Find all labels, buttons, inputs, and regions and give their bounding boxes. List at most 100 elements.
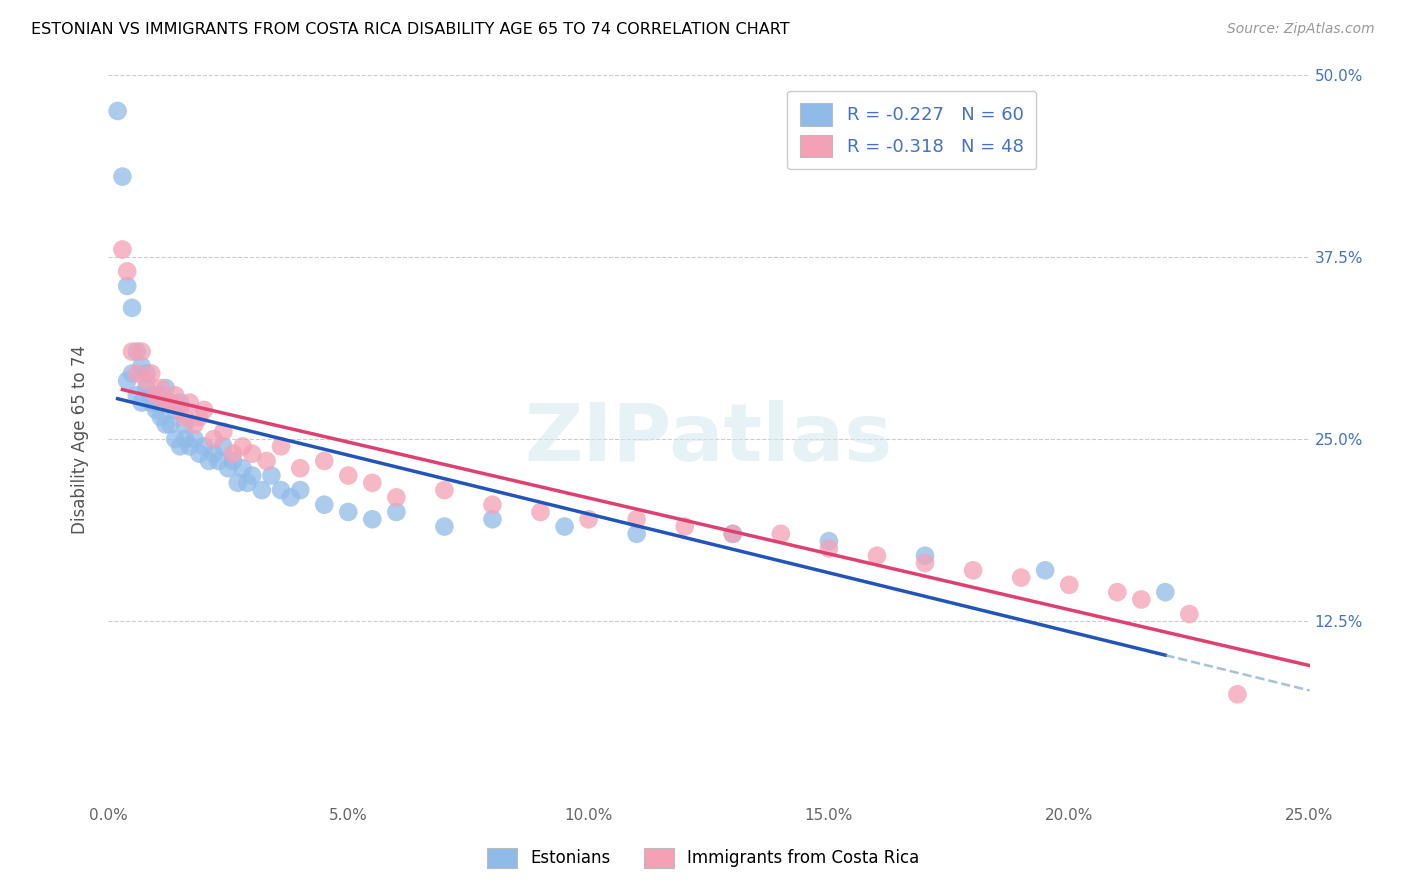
Point: [578, 512, 600, 526]
Point: [1226, 687, 1249, 701]
Point: [769, 526, 792, 541]
Point: [212, 439, 235, 453]
Point: [149, 388, 172, 402]
Point: [135, 381, 157, 395]
Point: [115, 374, 138, 388]
Point: [207, 454, 229, 468]
Point: [141, 367, 163, 381]
Point: [155, 395, 177, 409]
Point: [721, 526, 744, 541]
Point: [314, 454, 336, 468]
Point: [673, 519, 696, 533]
Point: [145, 395, 167, 409]
Point: [131, 395, 153, 409]
Point: [165, 432, 187, 446]
Point: [433, 483, 456, 497]
Point: [212, 425, 235, 439]
Point: [188, 410, 211, 425]
Text: Source: ZipAtlas.com: Source: ZipAtlas.com: [1227, 22, 1375, 37]
Point: [232, 439, 254, 453]
Point: [1178, 607, 1201, 621]
Point: [554, 519, 576, 533]
Point: [125, 344, 148, 359]
Point: [141, 395, 163, 409]
Point: [1154, 585, 1177, 599]
Point: [149, 381, 172, 395]
Legend: Estonians, Immigrants from Costa Rica: Estonians, Immigrants from Costa Rica: [479, 841, 927, 875]
Point: [270, 483, 292, 497]
Point: [111, 169, 134, 184]
Point: [135, 367, 157, 381]
Point: [314, 498, 336, 512]
Point: [115, 279, 138, 293]
Point: [173, 417, 195, 432]
Point: [240, 447, 263, 461]
Point: [290, 483, 312, 497]
Point: [202, 447, 225, 461]
Point: [1107, 585, 1129, 599]
Point: [115, 264, 138, 278]
Point: [236, 475, 259, 490]
Point: [169, 439, 191, 453]
Text: ESTONIAN VS IMMIGRANTS FROM COSTA RICA DISABILITY AGE 65 TO 74 CORRELATION CHART: ESTONIAN VS IMMIGRANTS FROM COSTA RICA D…: [31, 22, 790, 37]
Point: [433, 519, 456, 533]
Point: [135, 374, 157, 388]
Point: [155, 417, 177, 432]
Point: [1010, 571, 1032, 585]
Point: [202, 432, 225, 446]
Point: [361, 512, 384, 526]
Point: [125, 388, 148, 402]
Point: [198, 454, 221, 468]
Point: [107, 103, 129, 118]
Point: [165, 403, 187, 417]
Point: [337, 505, 360, 519]
Point: [222, 454, 245, 468]
Text: ZIPatlas: ZIPatlas: [524, 401, 893, 478]
Point: [914, 556, 936, 570]
Point: [131, 344, 153, 359]
Point: [280, 491, 302, 505]
Point: [240, 468, 263, 483]
Point: [121, 301, 143, 315]
Point: [155, 381, 177, 395]
Point: [165, 388, 187, 402]
Point: [529, 505, 551, 519]
Point: [169, 403, 191, 417]
Point: [183, 417, 205, 432]
Point: [149, 410, 172, 425]
Point: [914, 549, 936, 563]
Point: [481, 512, 503, 526]
Point: [721, 526, 744, 541]
Point: [222, 447, 245, 461]
Point: [183, 432, 205, 446]
Point: [256, 454, 278, 468]
Point: [173, 432, 195, 446]
Point: [159, 395, 181, 409]
Point: [141, 388, 163, 402]
Y-axis label: Disability Age 65 to 74: Disability Age 65 to 74: [72, 344, 89, 533]
Point: [193, 403, 215, 417]
Point: [159, 395, 181, 409]
Point: [818, 534, 841, 549]
Point: [145, 388, 167, 402]
Point: [217, 461, 239, 475]
Point: [145, 403, 167, 417]
Point: [131, 359, 153, 373]
Point: [962, 563, 984, 577]
Point: [361, 475, 384, 490]
Point: [818, 541, 841, 556]
Point: [1057, 578, 1080, 592]
Point: [232, 461, 254, 475]
Point: [260, 468, 283, 483]
Legend: R = -0.227   N = 60, R = -0.318   N = 48: R = -0.227 N = 60, R = -0.318 N = 48: [787, 91, 1036, 169]
Point: [481, 498, 503, 512]
Point: [626, 512, 648, 526]
Point: [270, 439, 292, 453]
Point: [193, 439, 215, 453]
Point: [188, 447, 211, 461]
Point: [290, 461, 312, 475]
Point: [1130, 592, 1153, 607]
Point: [1033, 563, 1056, 577]
Point: [173, 410, 195, 425]
Point: [385, 505, 408, 519]
